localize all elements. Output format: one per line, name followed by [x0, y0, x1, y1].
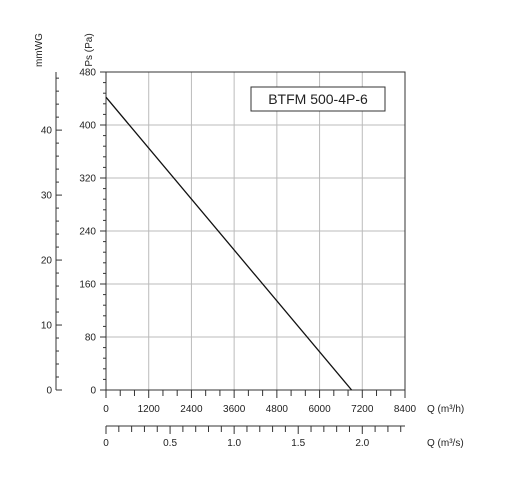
y-axis-mmwg: 0 10 20 30 40 — [41, 72, 62, 397]
y-axis-tick-label: 240 — [79, 227, 96, 238]
model-label-box: BTFM 500-4P-6 — [250, 86, 386, 112]
x-axis-tick-label: 3600 — [223, 404, 246, 415]
y2-axis-tick-label: 0 — [46, 386, 52, 397]
x-axis-label-m3h: Q (m³/h) — [427, 404, 464, 415]
x2-axis-tick-label: 1.0 — [227, 438, 241, 449]
x2-axis-tick-label: 0 — [103, 438, 109, 449]
y-axis-tick-label: 400 — [79, 121, 96, 132]
y-axis-tick-label: 80 — [85, 333, 97, 344]
y-axis-tick-label: 0 — [90, 386, 96, 397]
y-axis-tick-label: 320 — [79, 174, 96, 185]
x-axis-m3s: 0 0.5 1.0 1.5 2.0 — [103, 425, 405, 449]
x-axis-label-m3s: Q (m³/s) — [427, 438, 464, 449]
y-axis-label-mmwg: mmWG — [34, 33, 45, 67]
y2-axis-tick-label: 20 — [41, 256, 53, 267]
grid-lines — [106, 72, 405, 390]
y-axis-label-pa: Ps (Pa) — [84, 33, 95, 66]
pressure-curve — [105, 96, 353, 391]
y2-axis-tick-label: 40 — [41, 126, 53, 137]
model-label-frame — [250, 86, 386, 112]
x-axis-tick-label: 1200 — [138, 404, 161, 415]
model-label: BTFM 500-4P-6 — [268, 91, 368, 107]
x-axis-tick-label: 8400 — [394, 404, 417, 415]
x-axis-m3h: 0 1200 2400 3600 4800 6000 7200 8400 — [103, 390, 417, 415]
x2-axis-tick-label: 2.0 — [355, 438, 369, 449]
x-axis-tick-label: 2400 — [180, 404, 203, 415]
y-axis-pa: 0 80 160 240 320 400 480 — [79, 68, 106, 397]
x-axis-tick-label: 6000 — [308, 404, 331, 415]
x-axis-tick-label: 7200 — [351, 404, 374, 415]
performance-curves — [105, 96, 353, 391]
y2-axis-tick-label: 30 — [41, 191, 53, 202]
y2-axis-tick-label: 10 — [41, 321, 53, 332]
x2-axis-tick-label: 1.5 — [291, 438, 305, 449]
x-axis-tick-label: 0 — [103, 404, 109, 415]
x2-axis-tick-label: 0.5 — [163, 438, 177, 449]
x-axis-tick-label: 4800 — [266, 404, 289, 415]
y-axis-tick-label: 480 — [79, 68, 96, 79]
y-axis-tick-label: 160 — [79, 280, 96, 291]
